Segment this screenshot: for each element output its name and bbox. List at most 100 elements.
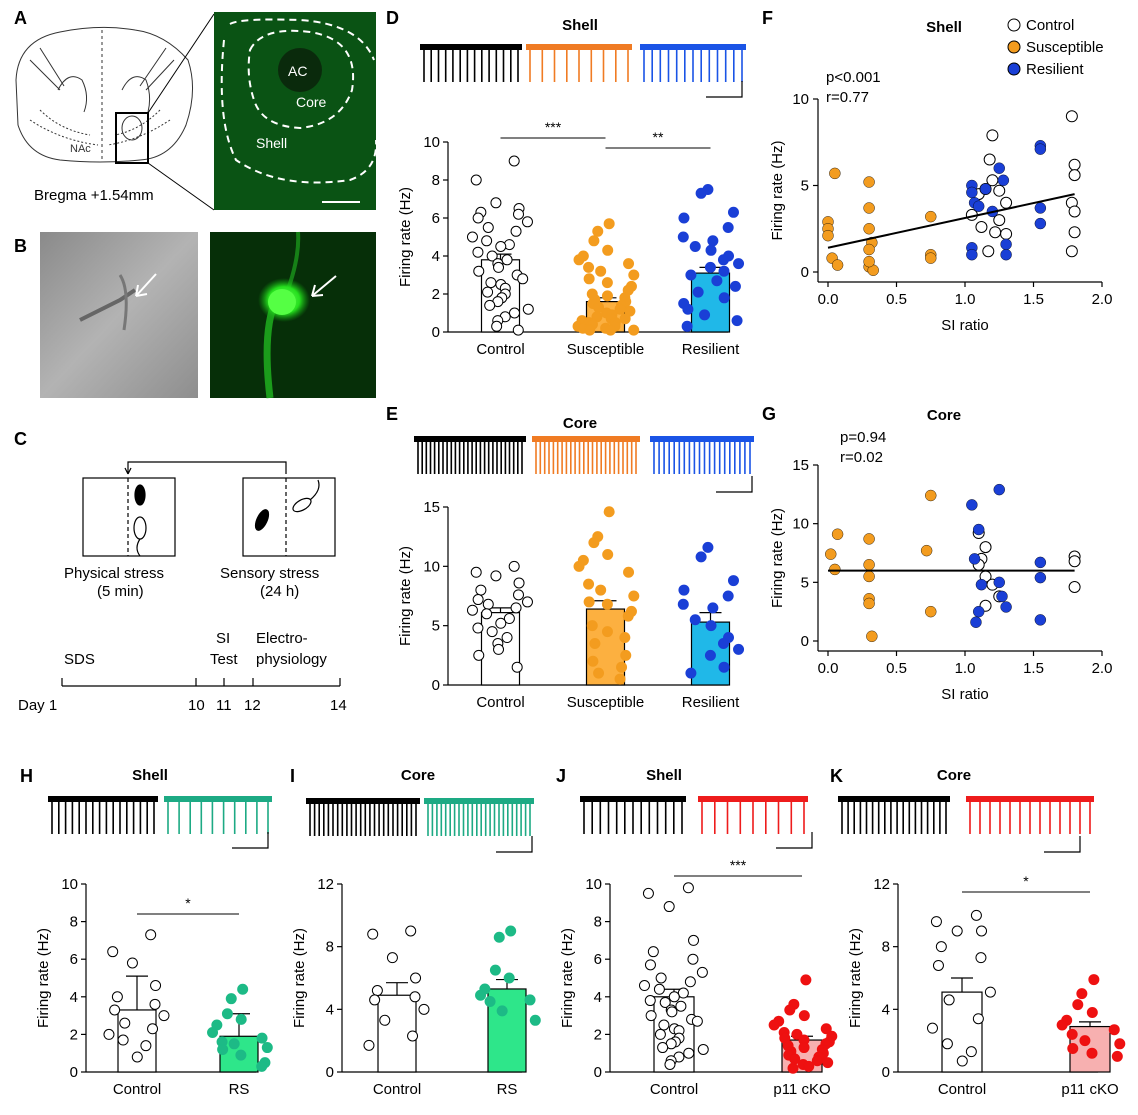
data-point [654,1028,666,1040]
data-point [718,292,730,304]
data-point-resilient [1034,571,1047,584]
data-point [583,261,595,273]
data-point-susceptible [863,533,875,545]
data-point [604,324,616,336]
data-point [951,925,963,937]
data-point [486,250,498,262]
data-point [692,286,704,298]
significance-label: *** [545,119,562,135]
data-point [466,604,478,616]
trace-1 [532,436,640,474]
data-point-susceptible [829,167,841,180]
y-tick-label: 4 [70,989,78,1006]
data-point [722,590,734,602]
data-point [517,273,529,285]
data-point [466,231,478,243]
panel-letter-k: K [830,766,843,786]
y-tick-label: 0 [801,633,809,650]
data-point [601,277,613,289]
data-point [717,637,729,649]
category-label: Control [476,341,524,358]
data-point [664,1058,676,1070]
timeline-sds: SDS [64,651,95,668]
data-point [658,1019,670,1031]
trace-1-noise-band [698,796,808,802]
error-bar [951,977,973,993]
ac-label: AC [288,63,307,79]
data-point [628,324,640,336]
trace-0-noise-band [306,798,420,804]
panel-letter-i: I [290,766,295,786]
data-point [496,1005,508,1017]
data-point [681,320,693,332]
data-point-control [975,221,988,234]
data-point [675,1000,687,1012]
scale-bar [232,832,269,849]
data-point [592,225,604,237]
data-point [619,632,631,644]
data-point [513,577,525,589]
data-point [495,617,507,629]
data-point [601,290,613,302]
panel-letter-g: G [762,404,776,424]
y-axis-label: Firing rate (Hz) [769,140,786,240]
data-point-resilient [996,590,1008,603]
significance-label: * [1023,873,1029,889]
data-point-susceptible [920,544,933,557]
sds-timeline [61,678,341,687]
category-label: RS [229,1081,250,1098]
data-point [677,987,689,999]
error-bar [386,982,408,996]
data-point-control [1065,245,1078,258]
data-point-resilient [968,553,981,565]
data-point [508,155,520,167]
data-point-resilient [966,248,978,261]
data-point [603,506,615,518]
trace-1 [966,796,1094,834]
data-point [225,993,237,1005]
y-tick-label: 6 [70,951,78,968]
legend-marker [1007,62,1021,76]
data-point-control [1068,158,1081,171]
data-point [727,575,739,587]
data-point [367,928,379,940]
data-point [645,1010,657,1022]
timeline-day-10: 10 [188,697,205,714]
data-point-susceptible [863,570,875,583]
y-axis-label: Firing rate (Hz) [35,928,52,1028]
data-point [484,299,496,311]
data-point [685,269,697,281]
chart-title: Shell [562,17,598,34]
data-point [1088,974,1100,986]
r-value-label: r=0.02 [840,449,883,466]
trace-0-noise-band [420,44,522,50]
data-point [666,1006,678,1018]
y-tick-label: 15 [792,457,809,474]
data-point [584,324,596,336]
y-tick-label: 0 [801,264,809,281]
data-point [491,320,503,332]
data-point-control [1068,205,1081,218]
y-axis-label: Firing rate (Hz) [559,928,576,1028]
timeline-electro: Electro- [256,630,308,647]
legend-label: Resilient [1026,61,1084,78]
chart-f-shell-correlation: Shell 0 5 10 0.0 0.5 1.0 1.5 2.0 SI ratio Firing r… [769,17,1112,334]
data-point [485,277,497,289]
x-tick-label: 1.0 [955,660,976,677]
legend-marker [1007,18,1021,32]
data-point-susceptible [829,563,841,576]
data-point [1111,1050,1123,1062]
data-point [677,231,689,243]
data-point [798,1010,810,1022]
data-point-resilient [1034,614,1047,626]
data-point [1076,988,1088,1000]
data-point-control [982,245,995,258]
nac-fluorescence-image [214,12,378,210]
data-point [705,620,717,632]
data-point [699,309,711,321]
data-point [147,1023,159,1035]
y-tick-label: 5 [801,574,809,591]
y-tick-label: 4 [326,1001,334,1018]
data-point [1072,999,1084,1011]
data-point [511,661,523,673]
